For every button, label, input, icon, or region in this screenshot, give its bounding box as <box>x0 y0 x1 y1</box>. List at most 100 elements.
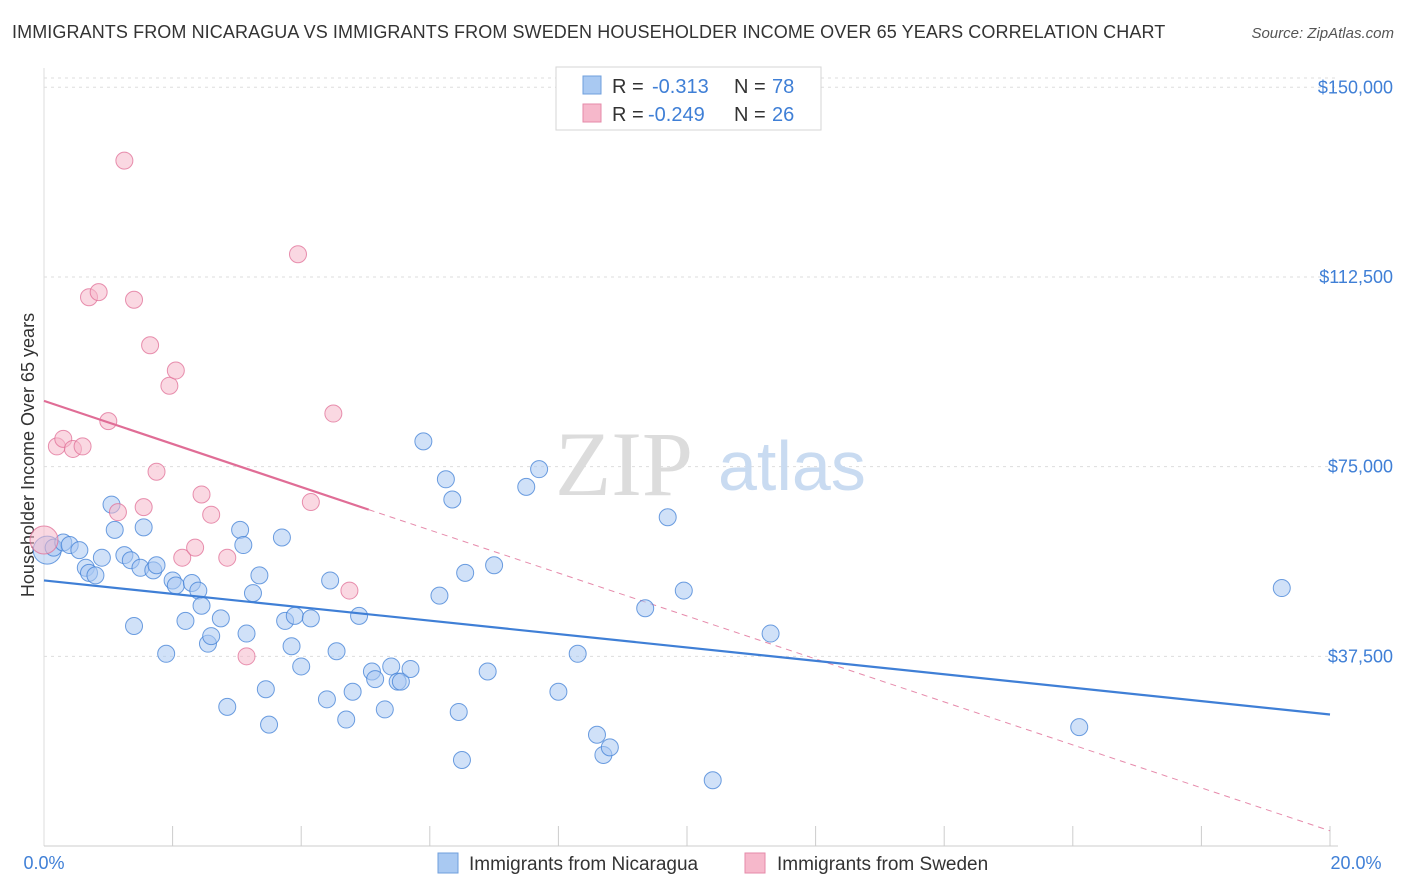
nicaragua-point <box>321 571 340 590</box>
nicaragua-point <box>761 624 780 643</box>
nicaragua-point <box>430 586 449 605</box>
nicaragua-point <box>382 657 401 676</box>
nicaragua-point <box>414 432 433 451</box>
chart-title: IMMIGRANTS FROM NICARAGUA VS IMMIGRANTS … <box>12 22 1166 42</box>
nicaragua-point <box>292 657 311 676</box>
nicaragua-point <box>70 541 89 560</box>
nicaragua-point <box>375 700 394 719</box>
nicaragua-point <box>452 751 471 770</box>
sweden-point <box>29 525 59 555</box>
nicaragua-point <box>485 556 504 575</box>
nicaragua-point <box>391 672 410 691</box>
y-tick-label: $75,000 <box>1328 457 1393 477</box>
nicaragua-point <box>192 596 211 615</box>
legend-n-value-sweden: 26 <box>772 104 794 126</box>
sweden-point <box>186 538 205 557</box>
sweden-point <box>340 581 359 600</box>
watermark-zip: ZIP <box>555 413 693 515</box>
series-legend-label-nicaragua: Immigrants from Nicaragua <box>469 854 699 875</box>
sweden-point <box>301 493 320 512</box>
legend-n-label-sweden: N = <box>734 104 766 126</box>
series-legend-swatch-nicaragua <box>437 852 459 874</box>
watermark: ZIP atlas <box>555 413 866 515</box>
x-tick-label-max: 20.0% <box>1330 853 1381 873</box>
nicaragua-point <box>327 642 346 661</box>
sweden-point <box>89 283 108 302</box>
trend-lines <box>43 399 1331 716</box>
sweden-point <box>115 151 134 170</box>
sweden-point <box>73 437 92 456</box>
legend-r-value-sweden: -0.249 <box>648 104 705 126</box>
nicaragua-point <box>86 566 105 585</box>
series-legend-swatch-sweden <box>744 852 766 874</box>
nicaragua-point <box>218 697 237 716</box>
source-label: Source: ZipAtlas.com <box>1251 25 1394 42</box>
nicaragua-point <box>301 609 320 628</box>
nicaragua-point <box>456 563 475 582</box>
sweden-trend-dashed <box>368 509 1331 832</box>
nicaragua-point <box>176 611 195 630</box>
sweden-point <box>134 498 153 517</box>
sweden-point <box>147 462 166 481</box>
nicaragua-point <box>568 644 587 663</box>
sweden-point <box>324 404 343 423</box>
sweden-point <box>166 361 185 380</box>
legend-n-value-nicaragua: 78 <box>772 76 794 98</box>
nicaragua-point <box>401 659 420 678</box>
nicaragua-point <box>350 606 369 625</box>
nicaragua-point <box>147 556 166 575</box>
nicaragua-point <box>166 576 185 595</box>
legend-r-label-nicaragua: R = <box>612 76 644 98</box>
y-tick-label: $150,000 <box>1318 77 1393 97</box>
sweden-point <box>99 412 118 431</box>
nicaragua-point <box>636 599 655 618</box>
nicaragua-point <box>549 682 568 701</box>
nicaragua-point <box>231 520 250 539</box>
nicaragua-point <box>674 581 693 600</box>
legend-r-value-nicaragua: -0.313 <box>652 76 709 98</box>
y-axis-label: Householder Income Over 65 years <box>18 313 38 597</box>
nicaragua-point <box>211 609 230 628</box>
series-legend: Immigrants from Nicaragua Immigrants fro… <box>437 852 988 875</box>
nicaragua-point <box>272 528 291 547</box>
nicaragua-point <box>478 662 497 681</box>
nicaragua-point <box>125 616 144 635</box>
sweden-point <box>108 503 127 522</box>
correlation-legend: R = -0.313 N = 78 R = -0.249 N = 26 <box>555 66 822 131</box>
legend-n-label-nicaragua: N = <box>734 76 766 98</box>
nicaragua-point <box>134 518 153 537</box>
nicaragua-point <box>343 682 362 701</box>
nicaragua-point <box>449 702 468 721</box>
nicaragua-point <box>436 470 455 489</box>
x-axis-ticks <box>172 826 1331 846</box>
nicaragua-point <box>202 627 221 646</box>
nicaragua-point <box>600 738 619 757</box>
legend-swatch-nicaragua <box>582 75 602 95</box>
legend-swatch-sweden <box>582 103 602 123</box>
points-sweden <box>29 151 359 666</box>
y-tick-labels: $37,500 $75,000 $112,500 $150,000 <box>1318 77 1393 666</box>
sweden-point <box>202 505 221 524</box>
nicaragua-point <box>517 477 536 496</box>
sweden-point <box>160 376 179 395</box>
nicaragua-point <box>157 644 176 663</box>
nicaragua-point <box>250 566 269 585</box>
nicaragua-point <box>285 606 304 625</box>
sweden-point <box>237 647 256 666</box>
y-tick-label: $112,500 <box>1319 267 1393 287</box>
x-tick-label-min: 0.0% <box>23 853 64 873</box>
sweden-trend-line <box>43 399 370 511</box>
nicaragua-trend-line <box>43 579 1331 716</box>
sweden-trend-extension <box>368 509 1331 832</box>
y-tick-label: $37,500 <box>1328 646 1393 666</box>
nicaragua-point <box>260 715 279 734</box>
sweden-point <box>218 548 237 567</box>
nicaragua-point <box>366 670 385 689</box>
nicaragua-point <box>256 680 275 699</box>
sweden-point <box>192 485 211 504</box>
sweden-point <box>288 245 307 264</box>
nicaragua-point <box>443 490 462 509</box>
watermark-atlas: atlas <box>718 427 866 505</box>
legend-r-label-sweden: R = <box>612 104 644 126</box>
